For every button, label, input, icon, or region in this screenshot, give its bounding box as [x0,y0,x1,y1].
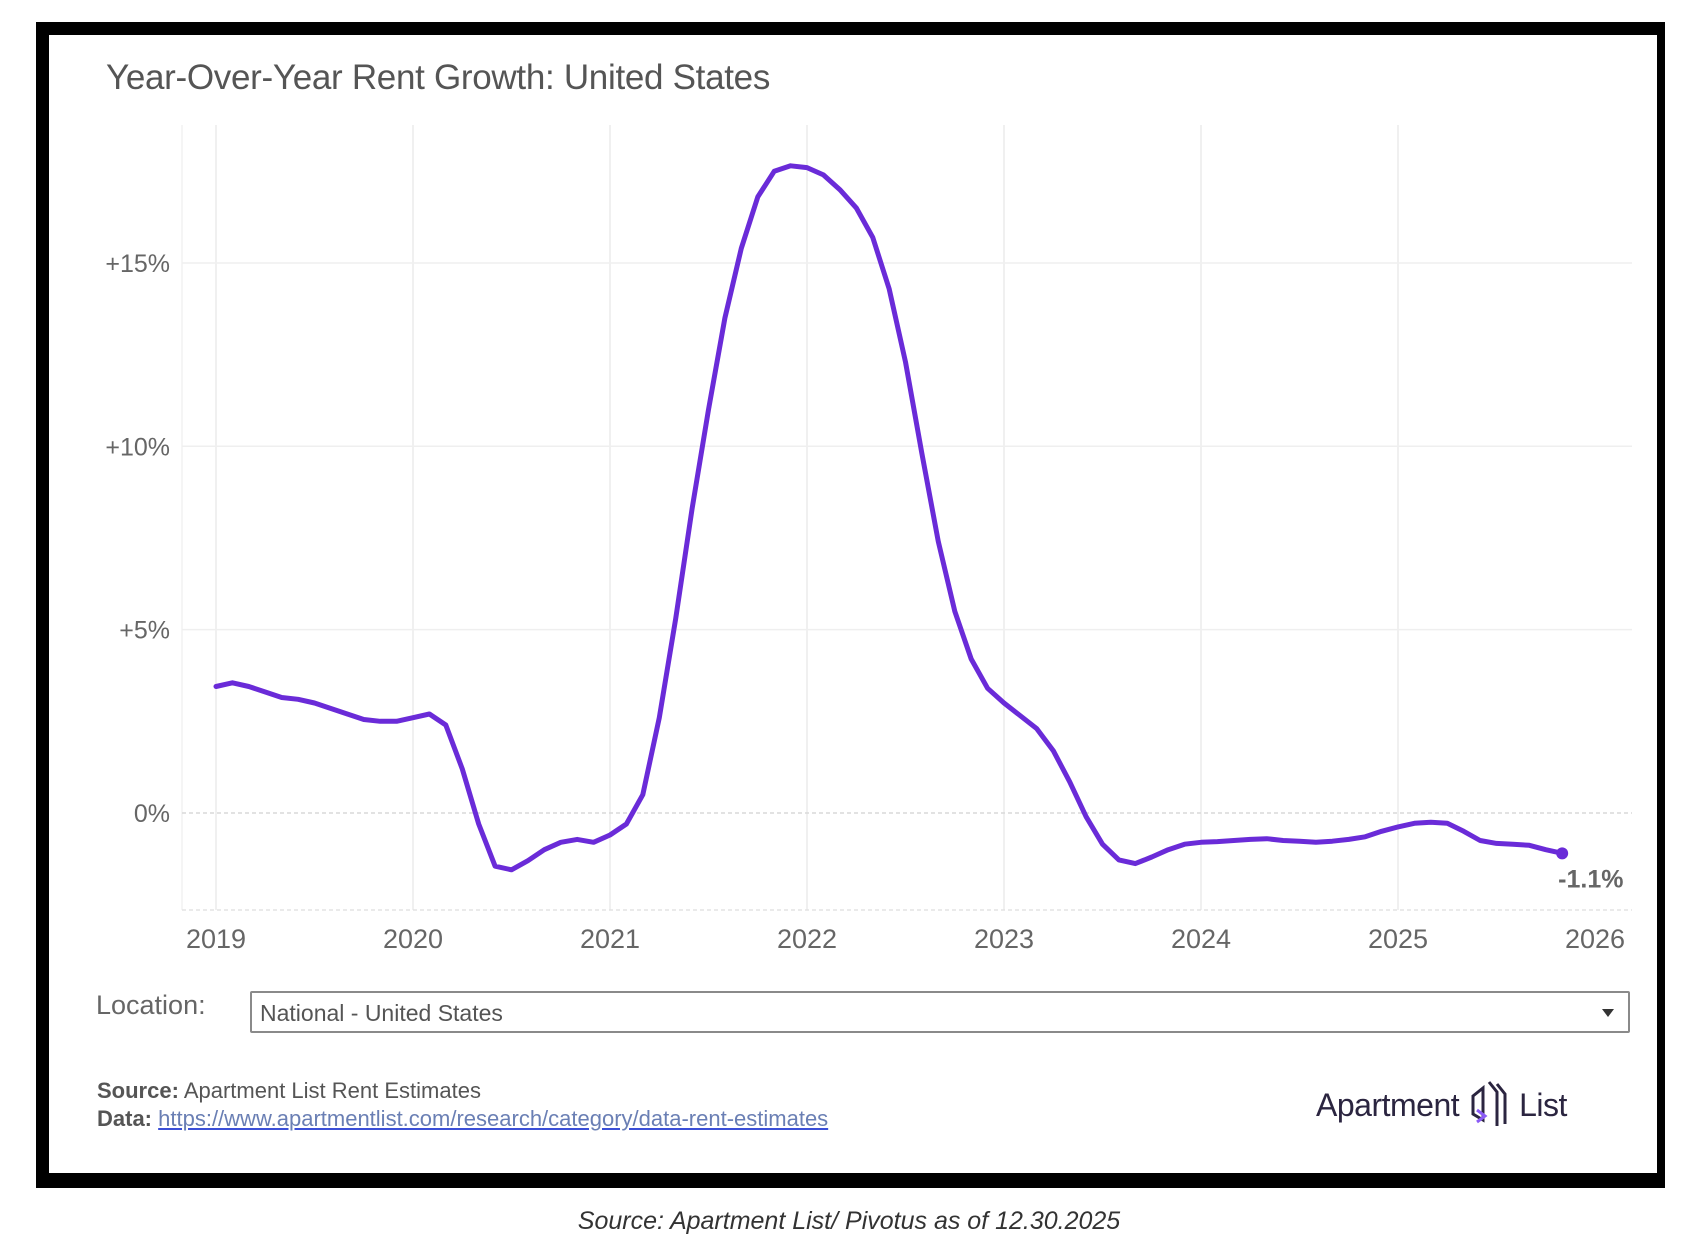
vertical-gridlines [181,125,1399,910]
image-caption: Source: Apartment List/ Pivotus as of 12… [577,1207,1121,1235]
chart-title: Year-Over-Year Rent Growth: United State… [106,58,771,97]
source-label: Source: [97,1078,179,1103]
x-tick-labels: 2019 2020 2021 2022 2023 2024 2025 2026 [186,924,1625,954]
y-tick-label: +5% [119,617,170,645]
apartment-list-logo: Apartment List [1316,1081,1567,1127]
source-line: Source: Apartment List Rent Estimates [97,1078,481,1104]
x-tick-label: 2021 [580,924,640,954]
location-label: Location: [96,990,206,1020]
x-tick-label: 2026 [1565,924,1625,954]
location-selected-value: National - United States [260,1000,503,1026]
y-tick-labels: 0% +5% +10% +15% [105,250,170,828]
apartment-list-logo-icon [1471,1081,1507,1126]
x-tick-label: 2019 [186,924,246,954]
y-tick-label: +10% [105,433,170,461]
data-label: Data: [97,1106,153,1131]
x-tick-label: 2022 [777,924,837,954]
y-tick-label: +15% [105,250,170,278]
location-dropdown[interactable]: National - United States [250,991,1630,1033]
logo-word-list: List [1519,1086,1567,1123]
source-text: Apartment List Rent Estimates [183,1078,481,1103]
dropdown-arrow-icon[interactable] [1602,1009,1614,1017]
horizontal-gridlines [182,262,1632,814]
chart-panel [49,35,1657,1173]
logo-word-apartment: Apartment [1316,1086,1460,1123]
x-tick-label: 2025 [1368,924,1428,954]
y-tick-label: 0% [134,800,170,828]
x-tick-label: 2024 [1171,924,1231,954]
x-tick-label: 2020 [383,924,443,954]
data-line: Data: https://www.apartmentlist.com/rese… [97,1106,828,1132]
x-tick-label: 2023 [974,924,1034,954]
series-line-national [213,163,1565,873]
data-link[interactable]: https://www.apartmentlist.com/research/c… [158,1106,829,1131]
end-value-label: -1.1% [1558,865,1623,893]
end-point-marker [1556,847,1569,860]
